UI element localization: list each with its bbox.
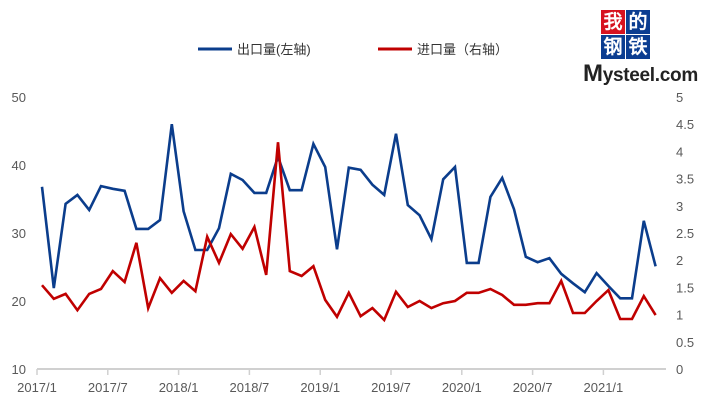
y-right-tick-label: 0.5 — [676, 335, 694, 350]
y-right-tick-label: 4 — [676, 144, 683, 159]
logo-char: 的 — [626, 10, 650, 34]
y-left-tick-label: 30 — [12, 226, 26, 241]
y-right-tick-label: 4.5 — [676, 117, 694, 132]
y-right-tick-label: 3 — [676, 199, 683, 214]
logo-brand: Mysteel.com — [583, 60, 698, 87]
mysteel-logo: 我 的 钢 铁 Mysteel.com — [583, 10, 713, 87]
export-series-line — [40, 124, 657, 300]
y-left-tick-label: 10 — [12, 362, 26, 377]
y-left-tick-label: 40 — [12, 158, 26, 173]
legend: 出口量(左轴) 进口量（右轴） — [198, 42, 508, 57]
y-right-tick-label: 5 — [676, 90, 683, 105]
logo-char: 我 — [601, 10, 625, 34]
x-tick-label: 2017/1 — [17, 380, 57, 395]
y-right-tick-label: 1 — [676, 308, 683, 323]
logo-char: 铁 — [626, 35, 650, 59]
legend-label-import: 进口量（右轴） — [417, 42, 508, 57]
x-tick-label: 2021/1 — [584, 380, 624, 395]
x-tick-label: 2020/1 — [442, 380, 482, 395]
legend-label-export: 出口量(左轴) — [237, 42, 311, 57]
x-tick-label: 2019/1 — [300, 380, 340, 395]
y-right-tick-label: 1.5 — [676, 280, 694, 295]
x-tick-label: 2020/7 — [513, 380, 553, 395]
y-left-tick-label: 50 — [12, 90, 26, 105]
y-right-tick-label: 2.5 — [676, 226, 694, 241]
x-tick-label: 2017/7 — [88, 380, 128, 395]
logo-char: 钢 — [601, 35, 625, 59]
x-tick-label: 2019/7 — [371, 380, 411, 395]
x-tick-label: 2018/1 — [159, 380, 199, 395]
y-right-tick-label: 3.5 — [676, 172, 694, 187]
x-tick-label: 2018/7 — [230, 380, 270, 395]
y-right-tick-label: 2 — [676, 253, 683, 268]
y-right-tick-label: 0 — [676, 362, 683, 377]
y-left-tick-label: 20 — [12, 294, 26, 309]
